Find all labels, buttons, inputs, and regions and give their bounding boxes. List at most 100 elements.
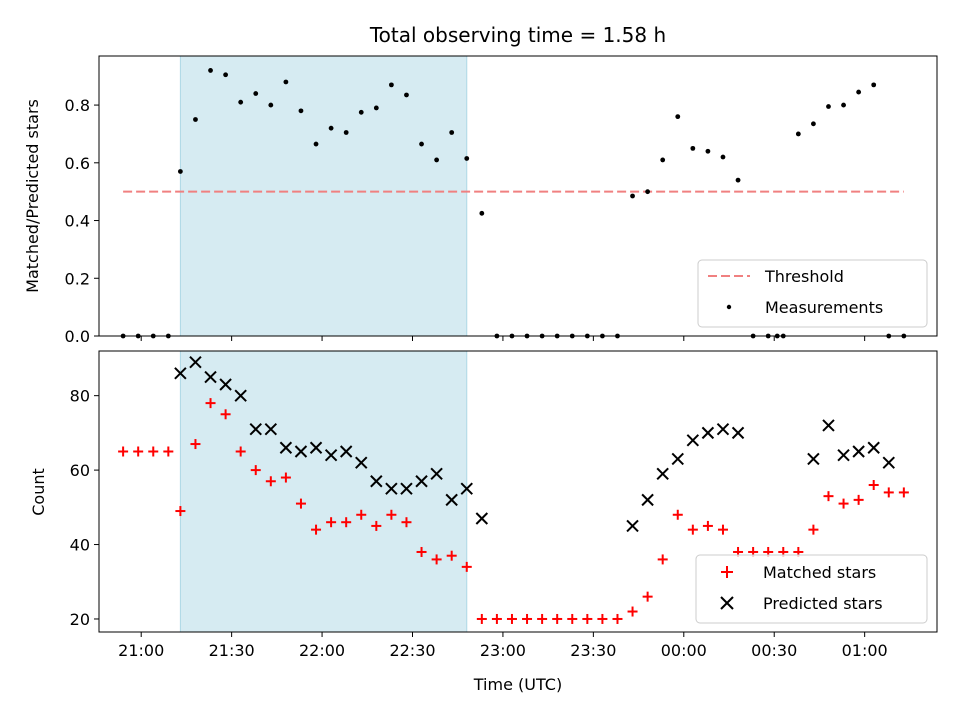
y-tick-label: 0.4: [65, 212, 90, 231]
matched-star-point: [175, 506, 186, 517]
measurement-point: [404, 92, 409, 98]
x-tick-label: 21:00: [118, 641, 164, 660]
x-tick-label: 00:00: [661, 641, 707, 660]
predicted-star-point: [430, 467, 443, 481]
measurement-point: [811, 121, 816, 127]
x-tick-label: 01:00: [842, 641, 888, 660]
predicted-star-point: [701, 426, 715, 440]
measurement-point: [690, 145, 696, 151]
bottom-panel: 21:00 21:30 22:00 22:30 23:00 23:30 00:00 00:30…: [29, 350, 938, 694]
predicted-star-point: [294, 445, 308, 458]
bottom-y-ticks: 20 40 60 80: [70, 387, 99, 629]
matched-star-point: [326, 517, 337, 528]
measurement-point: [795, 131, 801, 137]
matched-star-point: [416, 546, 427, 557]
y-tick-label: 0.2: [65, 269, 90, 288]
predicted-star-point: [189, 355, 202, 369]
measurement-point: [449, 130, 455, 135]
predicted-star-point: [174, 367, 187, 380]
matched-star-point: [163, 446, 174, 457]
predicted-star-point: [686, 434, 700, 447]
bottom-highlight-region: [179, 350, 468, 633]
bottom-x-ticks: 21:00 21:30 22:00 22:30 23:00 23:30 00:00 00:30…: [118, 632, 888, 660]
predicted-star-point: [385, 482, 398, 495]
bottom-plot-frame: [98, 350, 938, 633]
measurement-point: [841, 102, 846, 108]
predicted-star-point: [339, 445, 353, 458]
matched-star-point: [190, 439, 201, 450]
legend-measurement-swatch: [726, 304, 732, 310]
matched-star-point: [823, 491, 834, 502]
measurement-point: [193, 117, 198, 122]
measurement-point: [675, 114, 681, 120]
predicted-star-point: [626, 519, 639, 533]
highlight-band: [179, 55, 468, 337]
top-plot-frame: [98, 55, 938, 337]
predicted-star-point: [822, 419, 835, 432]
x-tick-label: 21:30: [209, 641, 255, 660]
matched-star-point: [295, 498, 306, 509]
measurement-point: [268, 102, 274, 108]
predicted-star-point: [852, 445, 865, 458]
measurement-point: [223, 72, 229, 78]
matched-star-point: [386, 509, 397, 520]
highlight-band: [179, 350, 468, 633]
legend-predicted-label: Predicted stars: [763, 594, 883, 613]
matched-star-point: [672, 509, 683, 520]
matched-star-point: [311, 524, 322, 535]
matched-star-point: [235, 446, 246, 457]
matched-star-point: [898, 487, 909, 498]
measurement-point: [630, 193, 635, 199]
matched-star-point: [717, 524, 728, 535]
matched-star-point: [341, 517, 352, 528]
measurement-point: [464, 156, 470, 161]
matched-star-point: [657, 554, 668, 565]
measurement-point: [871, 82, 877, 88]
matched-star-point: [133, 446, 144, 457]
measurement-point: [343, 130, 349, 135]
x-tick-label: 22:30: [389, 641, 435, 660]
measurement-point: [434, 157, 440, 163]
matched-star-point: [868, 479, 879, 490]
matched-star-point: [205, 398, 216, 409]
measurement-point: [283, 79, 289, 85]
top-panel: 0.00.20.40.60.8 Matched/Predicted stars …: [23, 55, 938, 346]
measurement-point: [358, 109, 364, 115]
predicted-star-point: [671, 452, 684, 466]
matched-star-point: [118, 446, 129, 457]
x-tick-label: 23:00: [480, 641, 526, 660]
y-tick-label: 0.6: [65, 154, 90, 173]
measurement-point: [479, 210, 485, 216]
measurement-point: [253, 91, 259, 96]
measurement-point: [388, 82, 394, 88]
predicted-star-point: [882, 456, 895, 469]
x-axis-label: Time (UTC): [473, 675, 562, 694]
measurement-point: [419, 141, 424, 147]
predicted-star-point: [355, 456, 368, 469]
measurement-point: [735, 177, 741, 183]
predicted-star-point: [309, 441, 323, 454]
measurement-point: [826, 104, 831, 109]
matched-star-point: [552, 613, 563, 624]
matched-star-point: [250, 465, 261, 476]
legend-threshold-label: Threshold: [764, 267, 844, 286]
predicted-star-point: [219, 378, 232, 391]
measurement-point: [856, 89, 862, 95]
matched-star-point: [401, 517, 412, 528]
matched-star-point: [687, 524, 698, 535]
x-tick-label: 23:30: [570, 641, 616, 660]
y-tick-label: 20: [70, 610, 90, 629]
y-tick-label: 0.8: [65, 96, 90, 115]
matched-star-point: [148, 446, 159, 457]
matched-star-point: [883, 487, 894, 498]
measurement-point: [177, 169, 183, 174]
measurement-point: [328, 125, 334, 131]
matched-star-point: [567, 613, 578, 624]
measurement-point: [298, 108, 304, 114]
predicted-star-point: [837, 449, 850, 462]
top-highlight-region: [179, 55, 468, 337]
y-tick-label: 0.0: [65, 327, 90, 346]
matched-star-point: [642, 591, 653, 602]
measurement-point: [705, 148, 711, 154]
